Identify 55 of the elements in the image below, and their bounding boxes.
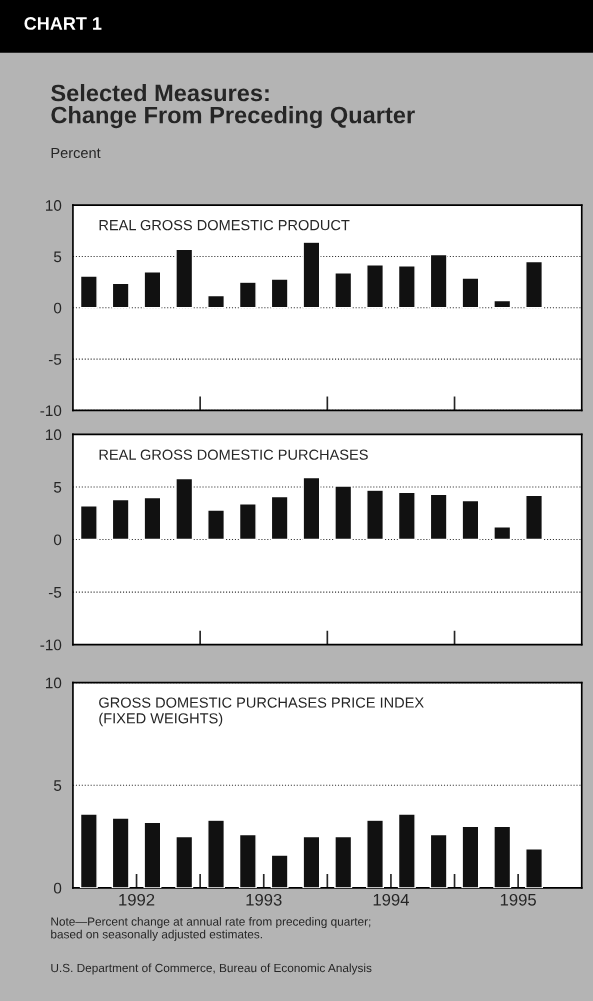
y-tick-label: -10 — [40, 405, 62, 417]
x-tick-label: 1993 — [246, 893, 282, 906]
bar — [238, 503, 257, 541]
bar — [493, 526, 512, 541]
y-tick-label: -5 — [48, 587, 62, 598]
y-tick-label: 0 — [53, 534, 62, 546]
caption: CHART 1 — [24, 17, 102, 30]
bar — [79, 275, 98, 309]
bar — [525, 494, 543, 541]
bar — [207, 294, 226, 309]
y-tick-label: 10 — [46, 677, 62, 689]
bar — [429, 253, 448, 309]
text: REAL GROSS DOMESTIC PURCHASES — [99, 449, 368, 460]
bar — [270, 495, 289, 541]
bar — [397, 491, 416, 541]
text: Note—Percent change at annual rate from preceding quarter; based on seasonally adjusted estimates. — [51, 917, 371, 941]
bar — [429, 493, 448, 541]
bar — [111, 282, 130, 309]
y-tick-label: 0 — [53, 882, 62, 894]
bar — [111, 498, 130, 541]
bar — [493, 299, 512, 309]
text: Selected Measures: Change From Preceding Quarter — [51, 84, 415, 129]
bar — [175, 477, 194, 541]
x-tick-label: 1995 — [500, 893, 536, 906]
bar — [175, 248, 194, 309]
text: U.S. Department of Commerce, Bureau of Economic Analysis — [51, 963, 372, 975]
x-tick-label: 1992 — [119, 893, 155, 906]
bar — [334, 485, 353, 541]
bar — [302, 476, 321, 541]
bar — [270, 278, 289, 309]
bar — [143, 496, 162, 541]
y-tick-label: 5 — [53, 251, 62, 263]
bar — [238, 281, 257, 309]
y-tick-label: -5 — [48, 354, 62, 365]
x-tick-label: 1994 — [373, 893, 409, 906]
text: GROSS DOMESTIC PURCHASES PRICE INDEX (FIXED WEIGHTS) — [99, 697, 424, 727]
bar — [334, 272, 353, 309]
bar — [461, 277, 480, 309]
text: REAL GROSS DOMESTIC PRODUCT — [99, 219, 350, 231]
bar — [397, 265, 416, 309]
y-tick-label: 10 — [46, 429, 62, 441]
bar — [143, 271, 162, 309]
bar — [207, 509, 226, 541]
bar — [366, 264, 384, 309]
y-tick-label: 10 — [46, 200, 62, 211]
y-tick-label: 5 — [53, 482, 62, 493]
bar — [366, 489, 384, 541]
y-axis-title: Percent — [51, 147, 101, 159]
bar — [525, 260, 543, 309]
y-tick-label: -10 — [40, 639, 62, 651]
y-tick-label: 5 — [53, 780, 62, 791]
bar — [79, 505, 98, 541]
bar — [302, 241, 321, 309]
y-tick-label: 0 — [53, 302, 62, 314]
bar — [461, 499, 480, 541]
